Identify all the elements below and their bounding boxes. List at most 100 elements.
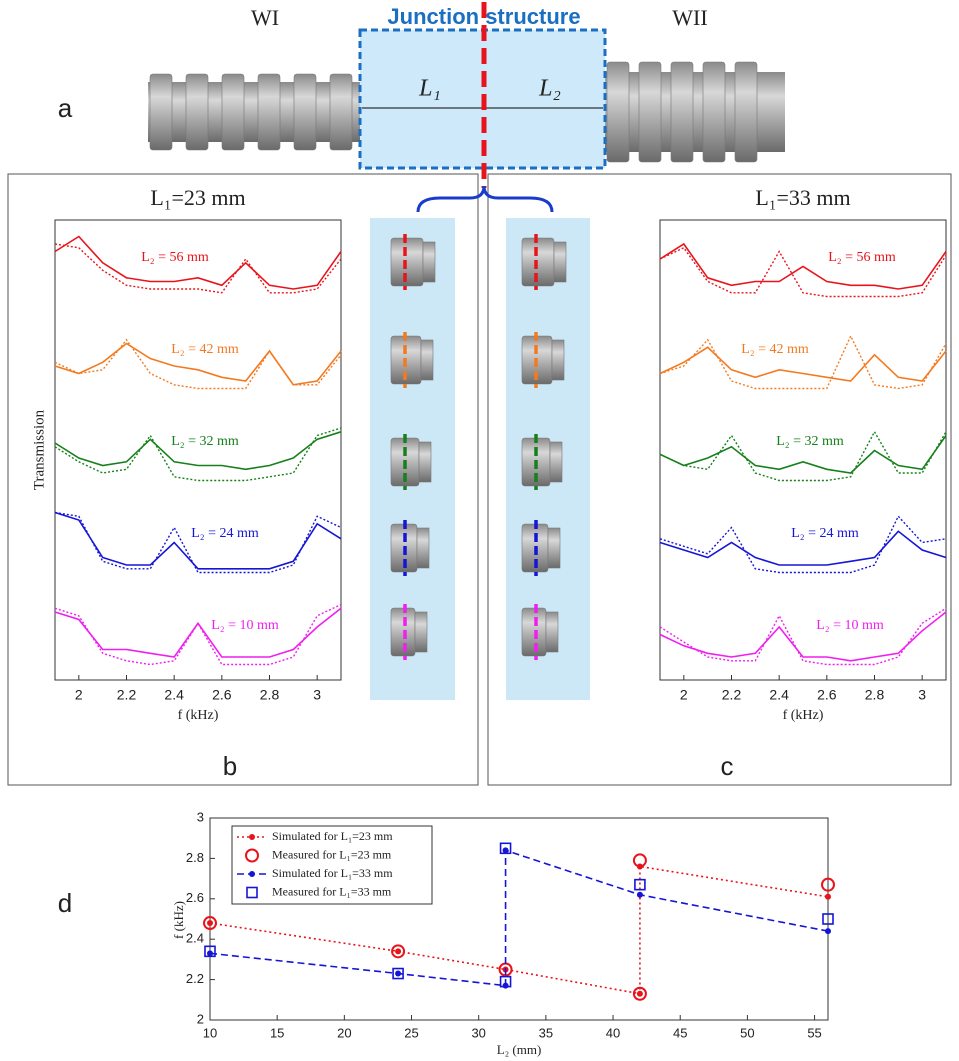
panel-label: c: [721, 751, 734, 781]
curve-label: L₂ = 56 mm: [141, 250, 209, 265]
simulated-curve: [55, 513, 341, 573]
chart-title: L₁=33 mm: [755, 185, 850, 210]
x-tick-label: 3: [313, 687, 321, 703]
point: [207, 950, 213, 956]
curve-label: L₂ = 10 mm: [816, 618, 884, 633]
x-axis-label: f (kHz): [783, 708, 824, 723]
x-tick-label: 55: [807, 1025, 821, 1040]
wi-label: WI: [251, 5, 279, 30]
junction-cylinder: [548, 528, 560, 568]
junction-cylinder: [421, 340, 433, 380]
waveguide-ring: [222, 74, 244, 150]
legend-marker: [249, 834, 255, 840]
panel-label: d: [58, 888, 72, 918]
x-tick-label: 2.2: [117, 687, 137, 703]
y-tick-label: 2: [197, 1011, 204, 1026]
x-tick-label: 15: [270, 1025, 284, 1040]
measured-curve: [660, 244, 946, 289]
curve-label: L₂ = 10 mm: [211, 618, 279, 633]
curve-label: L₂ = 42 mm: [171, 342, 239, 357]
simulated-curve: [55, 605, 341, 665]
waveguide-ring: [703, 62, 725, 162]
x-tick-label: 45: [673, 1025, 687, 1040]
legend-marker: [249, 871, 255, 877]
chart-title: L₁=23 mm: [150, 185, 245, 210]
y-tick-label: 2.2: [186, 971, 204, 986]
y-tick-label: 2.6: [186, 890, 204, 905]
x-tick-label: 10: [203, 1025, 217, 1040]
junction-cylinder: [552, 340, 564, 380]
point: [637, 991, 643, 997]
junction-label: Junction structure: [387, 4, 580, 29]
point: [637, 892, 643, 898]
x-tick-label: 3: [918, 687, 926, 703]
waveguide-ring: [639, 62, 661, 162]
x-tick-label: 2.6: [817, 687, 837, 703]
l1-label: L₁: [418, 76, 441, 102]
waveguide-ring: [150, 74, 172, 150]
waveguide-ring: [671, 62, 693, 162]
x-tick-label: 2.6: [212, 687, 232, 703]
x-tick-label: 30: [471, 1025, 485, 1040]
point: [825, 928, 831, 934]
waveguide-ring: [258, 74, 280, 150]
junction-cylinder: [522, 238, 554, 286]
x-tick-label: 2.4: [769, 687, 789, 703]
curve-label: L₂ = 24 mm: [791, 526, 859, 541]
waveguide-ring: [330, 74, 352, 150]
curve-label: L₂ = 42 mm: [741, 342, 809, 357]
legend-label: Measured for L₁=23 mm: [272, 847, 392, 861]
x-tick-label: 2: [680, 687, 688, 703]
junction-cylinder: [391, 238, 423, 286]
x-tick-label: 2.2: [722, 687, 742, 703]
waveguide-ring: [607, 62, 629, 162]
junction-cylinder: [415, 612, 427, 652]
y-tick-label: 2.4: [186, 931, 204, 946]
junction-cylinder: [554, 242, 566, 282]
x-tick-label: 2.4: [164, 687, 184, 703]
y-axis-label: f (kHz): [171, 901, 186, 939]
panel-label: b: [223, 751, 237, 781]
curve-label: L₂ = 24 mm: [191, 526, 259, 541]
curve-label: L₂ = 32 mm: [171, 434, 239, 449]
figure: WI Junction structure WII L₁ L₂ a b c d …: [0, 0, 959, 1061]
x-tick-label: 2: [75, 687, 83, 703]
waveguide-core: [605, 72, 785, 152]
simulated-curve: [660, 516, 946, 572]
x-axis-label: f (kHz): [178, 708, 219, 723]
l2-label: L₂: [538, 76, 561, 102]
junction-cylinder: [550, 442, 562, 482]
point: [503, 847, 509, 853]
junction-cylinder: [419, 442, 431, 482]
legend-label: Measured for L₁=33 mm: [272, 884, 392, 898]
x-tick-label: 50: [740, 1025, 754, 1040]
brace: [418, 186, 552, 212]
waveguide-ring: [735, 62, 757, 162]
measured-curve: [660, 612, 946, 661]
curve-label: L₂ = 56 mm: [828, 250, 896, 265]
junction-cylinder: [522, 608, 546, 656]
wii-label: WII: [672, 5, 707, 30]
point: [395, 948, 401, 954]
junction-cylinder: [417, 528, 429, 568]
x-tick-label: 25: [404, 1025, 418, 1040]
waveguide-core: [148, 82, 360, 142]
point: [395, 971, 401, 977]
junction-cylinder: [546, 612, 558, 652]
waveguide-ring: [294, 74, 316, 150]
y-tick-label: 2.8: [186, 850, 204, 865]
point: [503, 983, 509, 989]
x-tick-label: 2.8: [865, 687, 885, 703]
curve-label: L₂ = 32 mm: [776, 434, 844, 449]
panel-label: a: [58, 93, 73, 123]
y-tick-label: 3: [197, 809, 204, 824]
legend-label: Simulated for L₁=23 mm: [272, 829, 393, 843]
x-axis-label: L₂ (mm): [497, 1042, 542, 1057]
point: [207, 920, 213, 926]
junction-cylinder: [391, 608, 415, 656]
waveguide-ring: [186, 74, 208, 150]
point: [825, 894, 831, 900]
legend-label: Simulated for L₁=33 mm: [272, 866, 393, 880]
x-tick-label: 2.8: [260, 687, 280, 703]
y-axis-label: Transmission: [31, 409, 47, 490]
